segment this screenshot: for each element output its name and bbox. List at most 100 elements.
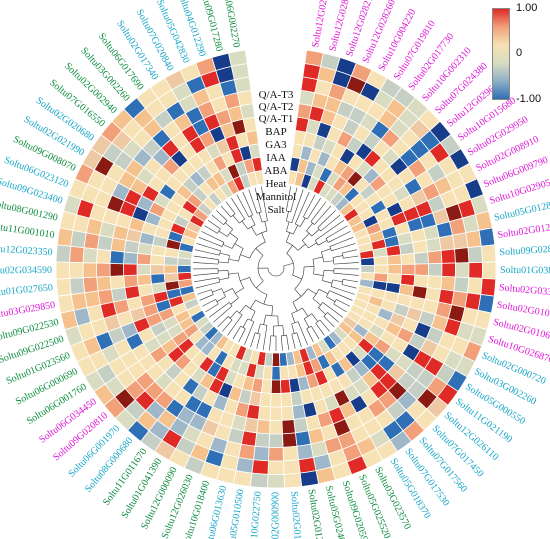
heatmap-cell (269, 419, 283, 435)
gene-label: Soltu01G027650 (0, 282, 53, 299)
dendrogram-branch (251, 226, 257, 236)
heatmap-cell (477, 293, 495, 314)
dendrogram-branch (231, 238, 239, 249)
dendrogram-branch (327, 237, 338, 243)
heatmap-cell (454, 247, 470, 264)
dendrogram-branch (286, 221, 290, 232)
dendrogram-branch (219, 252, 230, 256)
dendrogram-branch (242, 318, 249, 328)
dendrogram-branch (323, 316, 332, 324)
track-label-salt: Salt (267, 204, 284, 216)
dendrogram-branch (214, 237, 225, 243)
heatmap-cell (454, 262, 470, 279)
heatmap-cell (281, 419, 296, 435)
gene-label: Soltu02G033830 (499, 282, 550, 299)
track-label-bap: BAP (265, 126, 286, 138)
heatmap-cell (177, 264, 192, 274)
track-label-q-a-t3: Q/A-T3 (259, 89, 294, 101)
dendrogram-branch (299, 342, 302, 348)
heatmap-cell (96, 248, 112, 264)
color-scale-min-label: -1.00 (516, 93, 542, 105)
dendrogram-branch (223, 288, 233, 293)
dendrogram-branch (250, 215, 256, 225)
dendrogram-branch (208, 272, 219, 275)
dendrogram-branch (260, 323, 268, 326)
dendrogram-branch (198, 237, 213, 244)
dendrogram-branch (322, 270, 325, 281)
dendrogram-branch (250, 342, 253, 348)
heatmap-cell (228, 49, 248, 67)
dendrogram-branch (345, 303, 350, 307)
dendrogram-branch (319, 319, 327, 328)
dendrogram-branch (247, 224, 256, 230)
dendrogram-branch (304, 313, 312, 319)
dendrogram-branch (333, 272, 344, 275)
dendrogram-branch (310, 213, 318, 222)
dendrogram-branch (291, 323, 295, 334)
track-label-iaa: IAA (266, 152, 286, 164)
dendrogram-branch (263, 294, 268, 305)
dendrogram-branch (257, 334, 261, 344)
dendrogram-branch (242, 191, 250, 206)
dendrogram-branch (328, 214, 341, 225)
dendrogram-branch (229, 310, 238, 319)
dendrogram-branch (232, 215, 240, 224)
dendrogram-branch (286, 245, 293, 254)
dendrogram-branch (229, 232, 239, 240)
dendrogram-branch (343, 279, 353, 282)
dendrogram-branch (294, 214, 300, 225)
dendrogram-branch (323, 270, 334, 272)
dendrogram-branch (204, 225, 210, 229)
dendrogram-branch (336, 299, 346, 305)
dendrogram-branch (241, 220, 249, 230)
dendrogram-branch (325, 233, 335, 239)
dendrogram-branch (216, 210, 221, 215)
gene-label: Soltu01G038400 (500, 265, 550, 277)
gene-label: Soltu12G023350 (0, 243, 53, 259)
dendrogram-branch (250, 299, 256, 309)
dendrogram-branch (238, 272, 245, 289)
dendrogram-branch (239, 218, 245, 224)
dendrogram-branch (326, 327, 330, 332)
heatmap-cell (400, 252, 416, 265)
dendrogram-branch (352, 249, 358, 252)
heatmap-cell (110, 287, 128, 303)
dendrogram-branch (224, 305, 233, 313)
dendrogram-branch (316, 201, 327, 214)
dendrogram-branch (314, 216, 322, 225)
dendrogram-branch (208, 277, 219, 280)
track-labels: Q/A-T3 Q/A-T2 Q/A-T1 BAP GA3 IAA ABA Hea… (256, 89, 296, 216)
heatmap-cell (281, 405, 295, 421)
dendrogram-branch (249, 277, 268, 295)
gene-label: Soltu09G028850 (499, 243, 550, 259)
dendrogram-branch (253, 203, 258, 214)
heatmap-cell (427, 262, 443, 277)
heatmap-cell (480, 277, 497, 297)
heatmap-cell (283, 472, 303, 489)
heatmap-cell (480, 244, 497, 263)
heatmap-cell (412, 239, 429, 254)
dendrogram-branch (306, 230, 313, 237)
dendrogram-branch (330, 308, 343, 318)
dendrogram-branch (296, 332, 301, 343)
dendrogram-branch (258, 202, 262, 212)
heatmap-cell (123, 263, 138, 277)
dendrogram-branch (287, 186, 292, 202)
dendrogram-branch (306, 210, 313, 220)
dendrogram-branch (320, 224, 329, 232)
dendrogram-branch (313, 273, 324, 276)
dendrogram-branch (303, 318, 310, 328)
dendrogram-branch (249, 321, 255, 332)
dendrogram-branch (244, 330, 251, 345)
heatmap-cell (83, 232, 100, 250)
dendrogram-branch (333, 299, 337, 305)
gene-label: Soltu02G034590 (0, 265, 52, 277)
dendrogram-branch (322, 280, 333, 284)
heatmap-cell (427, 250, 443, 265)
heatmap-cell (387, 264, 402, 275)
heatmap-cell (360, 264, 375, 274)
dendrogram-branch (239, 305, 246, 314)
track-label-q-a-t1: Q/A-T1 (259, 113, 294, 125)
dendrogram-branch (209, 252, 220, 256)
dendrogram-branch (256, 343, 259, 349)
